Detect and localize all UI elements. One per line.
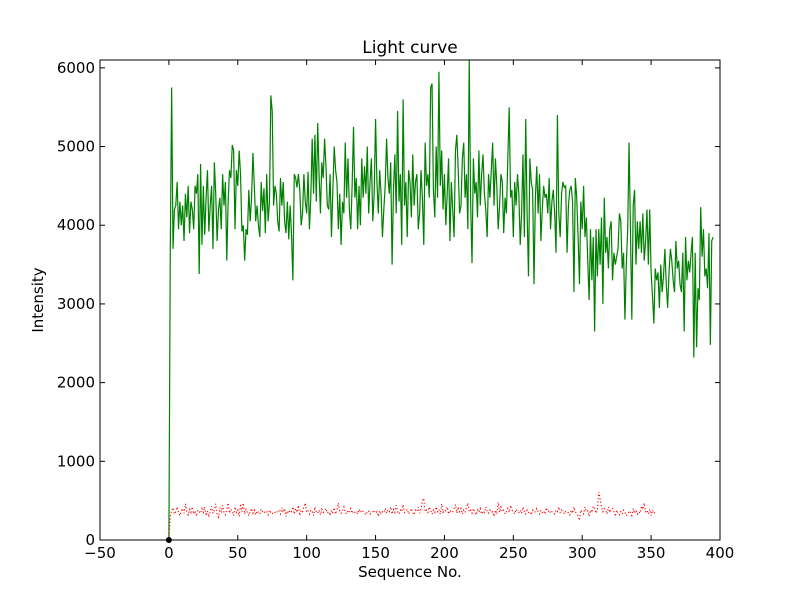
y-tick-label: 6000: [57, 59, 95, 77]
y-tick-label: 0: [85, 531, 95, 549]
x-tick-label: 0: [164, 544, 174, 562]
axes-frame: [99, 59, 721, 541]
x-tick-label: 250: [499, 544, 528, 562]
x-tick-label: 200: [430, 544, 459, 562]
x-tick-label: 400: [706, 544, 735, 562]
y-axis-label: Intensity: [29, 267, 47, 332]
x-tick-label: 50: [228, 544, 247, 562]
x-tick-label: 350: [637, 544, 666, 562]
y-tick-label: 1000: [57, 452, 95, 470]
series-0-line: [168, 60, 714, 540]
series-1-line: [168, 491, 656, 540]
y-tick-label: 4000: [57, 216, 95, 234]
y-tick-label: 5000: [57, 138, 95, 156]
x-tick-label: 150: [361, 544, 390, 562]
x-tick-label: −50: [84, 544, 116, 562]
axis-ticks: −50 0 50 100 150 200 250 300 350 4000100020003000…: [57, 59, 735, 562]
chart-title: Light curve: [362, 38, 457, 58]
y-tick-label: 2000: [57, 374, 95, 392]
x-tick-label: 100: [292, 544, 321, 562]
y-tick-label: 3000: [57, 295, 95, 313]
x-tick-label: 300: [568, 544, 597, 562]
x-axis-label: Sequence No.: [358, 563, 462, 581]
